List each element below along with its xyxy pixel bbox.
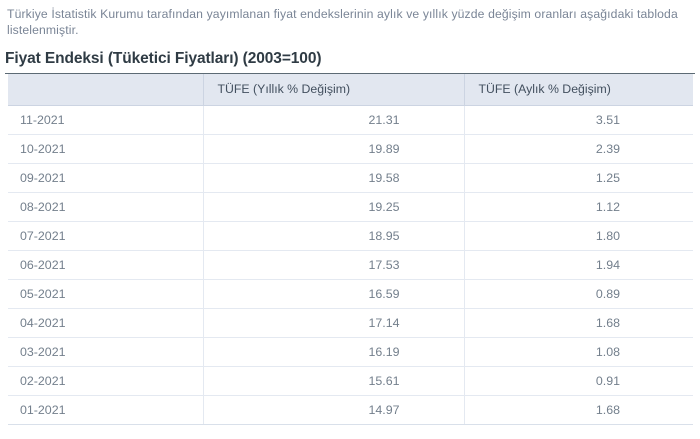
table-header-row: TÜFE (Yıllık % Değişim) TÜFE (Aylık % De… [8, 74, 693, 106]
cell-monthly-change: 1.80 [464, 221, 693, 251]
table-row: 07-2021 18.95 1.80 [8, 221, 693, 251]
cell-period: 10-2021 [8, 134, 204, 164]
cell-period: 01-2021 [8, 395, 204, 425]
cell-period: 03-2021 [8, 337, 204, 367]
cell-period: 09-2021 [8, 163, 204, 193]
cell-monthly-change: 0.89 [464, 279, 693, 309]
cell-monthly-change: 1.08 [464, 337, 693, 367]
cell-monthly-change: 1.25 [464, 163, 693, 193]
cell-period: 07-2021 [8, 221, 204, 251]
table-row: 01-2021 14.97 1.68 [8, 395, 693, 425]
table-row: 10-2021 19.89 2.39 [8, 134, 693, 164]
cell-yearly-change: 21.31 [203, 105, 465, 135]
table-header: TÜFE (Yıllık % Değişim) TÜFE (Aylık % De… [8, 74, 693, 106]
cell-yearly-change: 19.58 [203, 163, 465, 193]
cell-monthly-change: 0.91 [464, 366, 693, 396]
cell-monthly-change: 2.39 [464, 134, 693, 164]
table-row: 03-2021 16.19 1.08 [8, 337, 693, 367]
table-row: 08-2021 19.25 1.12 [8, 192, 693, 222]
cell-period: 02-2021 [8, 366, 204, 396]
cell-monthly-change: 3.51 [464, 105, 693, 135]
table-row: 04-2021 17.14 1.68 [8, 308, 693, 338]
column-header-monthly-change[interactable]: TÜFE (Aylık % Değişim) [464, 74, 693, 106]
table-row: 05-2021 16.59 0.89 [8, 279, 693, 309]
cell-yearly-change: 19.89 [203, 134, 465, 164]
cell-yearly-change: 18.95 [203, 221, 465, 251]
cell-monthly-change: 1.68 [464, 308, 693, 338]
cell-yearly-change: 16.19 [203, 337, 465, 367]
cell-period: 05-2021 [8, 279, 204, 309]
table-row: 09-2021 19.58 1.25 [8, 163, 693, 193]
cell-monthly-change: 1.68 [464, 395, 693, 425]
cell-period: 06-2021 [8, 250, 204, 280]
table-row: 11-2021 21.31 3.51 [8, 105, 693, 135]
column-header-period[interactable] [8, 74, 204, 106]
intro-paragraph: Türkiye İstatistik Kurumu tarafından yay… [7, 7, 678, 37]
table-body: 11-2021 21.31 3.51 10-2021 19.89 2.39 09… [8, 105, 693, 425]
cell-yearly-change: 14.97 [203, 395, 465, 425]
title-divider [5, 73, 695, 74]
cell-yearly-change: 17.53 [203, 250, 465, 280]
cell-period: 11-2021 [8, 105, 204, 135]
table-container: TÜFE (Yıllık % Değişim) TÜFE (Aylık % De… [0, 74, 700, 425]
table-row: 02-2021 15.61 0.91 [8, 366, 693, 396]
cell-period: 08-2021 [8, 192, 204, 222]
table-row: 06-2021 17.53 1.94 [8, 250, 693, 280]
column-header-yearly-change[interactable]: TÜFE (Yıllık % Değişim) [203, 74, 465, 106]
cell-yearly-change: 16.59 [203, 279, 465, 309]
cell-period: 04-2021 [8, 308, 204, 338]
cell-yearly-change: 17.14 [203, 308, 465, 338]
cell-yearly-change: 15.61 [203, 366, 465, 396]
cell-monthly-change: 1.94 [464, 250, 693, 280]
price-index-table: TÜFE (Yıllık % Değişim) TÜFE (Aylık % De… [8, 74, 693, 425]
page-title: Fiyat Endeksi (Tüketici Fiyatları) (2003… [5, 50, 322, 67]
cell-monthly-change: 1.12 [464, 192, 693, 222]
cell-yearly-change: 19.25 [203, 192, 465, 222]
